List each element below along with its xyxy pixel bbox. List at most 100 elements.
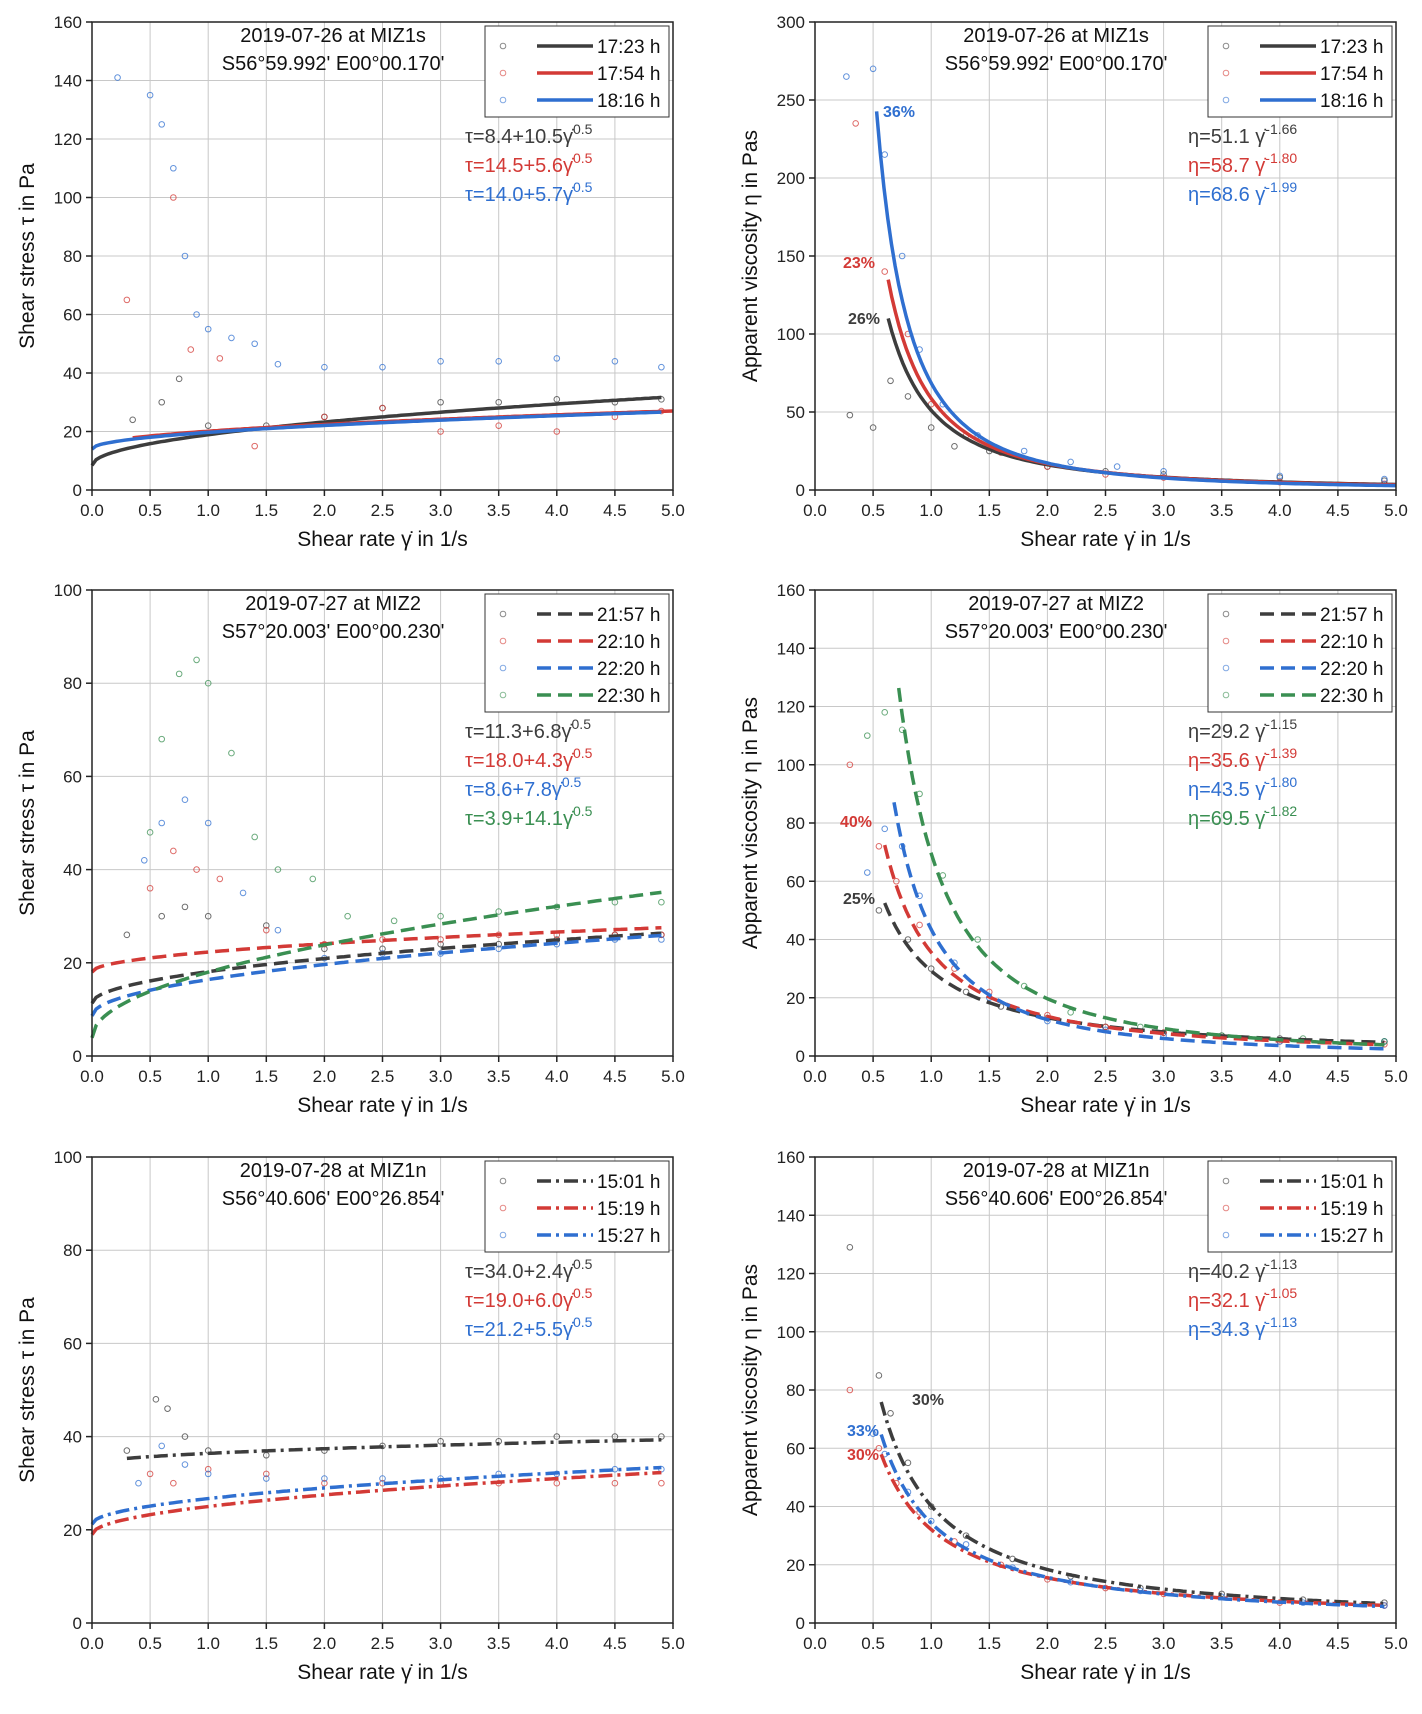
- data-point: [904, 1459, 912, 1467]
- data-point: [658, 898, 665, 906]
- percent-label: 33%: [847, 1423, 879, 1440]
- y-tick-label: 40: [786, 931, 805, 950]
- data-point: [437, 912, 444, 920]
- y-tick-label: 40: [63, 861, 82, 880]
- x-tick-label: 4.5: [1326, 501, 1350, 520]
- y-tick-label: 160: [777, 1148, 805, 1167]
- y-tick-label: 140: [777, 639, 805, 658]
- fit-curve: [879, 1453, 1385, 1608]
- data-point: [658, 363, 665, 371]
- x-tick-label: 2.5: [1094, 501, 1118, 520]
- x-tick-label: 3.0: [1152, 501, 1176, 520]
- fit-curve: [90, 1465, 662, 1526]
- legend-marker: [499, 1231, 507, 1239]
- data-point: [146, 884, 154, 892]
- data-point: [846, 1243, 854, 1251]
- data-point: [869, 1430, 877, 1437]
- y-tick-label: 40: [786, 1498, 805, 1517]
- legend-label: 15:19 h: [1320, 1199, 1383, 1220]
- fit-equation: τ=8.6+7.8γ̇0.5: [465, 774, 582, 801]
- y-tick-label: 100: [777, 1323, 805, 1342]
- fit-equation: τ=3.9+14.1γ̇0.5: [465, 803, 593, 830]
- data-point: [158, 1442, 166, 1450]
- x-tick-label: 3.0: [429, 1067, 453, 1086]
- fit-equation: η=32.1 γ̇-1.05: [1188, 1285, 1297, 1312]
- fit-equation: τ=34.0+2.4γ̇0.5: [465, 1256, 593, 1283]
- x-tick-label: 3.0: [429, 1634, 453, 1653]
- x-tick-label: 1.0: [919, 501, 943, 520]
- legend-label: 15:01 h: [1320, 1172, 1383, 1193]
- data-point: [175, 375, 183, 383]
- x-axis-label: Shear rate γ̇ in 1/s: [297, 528, 467, 551]
- y-tick-label: 140: [54, 72, 82, 91]
- data-point: [852, 120, 859, 127]
- y-tick-label: 0: [796, 1047, 805, 1066]
- legend-label: 21:57 h: [597, 605, 660, 626]
- legend-marker: [499, 96, 507, 104]
- x-tick-label: 0.5: [861, 501, 885, 520]
- data-point: [181, 796, 189, 804]
- data-point: [962, 988, 970, 996]
- x-axis-label: Shear rate γ̇ in 1/s: [297, 1661, 467, 1684]
- x-tick-label: 5.0: [1384, 1634, 1408, 1653]
- data-point: [170, 1479, 177, 1487]
- x-tick-label: 0.5: [138, 1634, 162, 1653]
- y-tick-label: 160: [54, 13, 82, 32]
- legend-label: 15:01 h: [597, 1172, 660, 1193]
- y-tick-label: 20: [786, 989, 805, 1008]
- data-point: [187, 346, 195, 353]
- fit-equation: τ=14.5+5.6γ̇0.5: [465, 150, 593, 177]
- fit-equation: τ=18.0+4.3γ̇0.5: [465, 745, 593, 772]
- legend-label: 17:54 h: [597, 64, 660, 85]
- data-point: [437, 398, 444, 406]
- y-tick-label: 0: [796, 481, 805, 500]
- y-axis-label: Apparent viscosity η in Pas: [739, 697, 762, 949]
- x-tick-label: 1.0: [196, 501, 220, 520]
- data-point: [204, 422, 212, 429]
- x-tick-label: 1.5: [254, 1067, 278, 1086]
- y-tick-label: 100: [54, 189, 82, 208]
- data-point: [114, 74, 121, 81]
- x-tick-label: 0.5: [861, 1634, 885, 1653]
- legend-label: 17:23 h: [597, 37, 660, 58]
- data-point: [158, 735, 166, 743]
- chart-subtitle: S56°59.992' E00°00.170': [945, 53, 1168, 75]
- data-point: [193, 656, 200, 664]
- data-point: [263, 926, 270, 934]
- data-point: [437, 428, 444, 435]
- y-tick-label: 20: [786, 1556, 805, 1575]
- data-point: [887, 1410, 894, 1417]
- fit-equation: η=51.1 γ̇-1.66: [1188, 121, 1297, 148]
- x-tick-label: 5.0: [661, 1067, 685, 1086]
- x-tick-label: 2.5: [371, 1067, 395, 1086]
- data-point: [321, 413, 328, 421]
- data-point: [437, 1437, 444, 1445]
- legend-marker: [499, 1204, 507, 1212]
- fit-equation: η=34.3 γ̇-1.13: [1188, 1314, 1297, 1341]
- fit-equation: τ=14.0+5.7γ̇0.5: [465, 179, 593, 206]
- y-axis-label: Apparent viscosity η in Pas: [739, 130, 762, 382]
- x-tick-label: 2.0: [1036, 1067, 1060, 1086]
- data-point: [181, 903, 189, 911]
- y-tick-label: 80: [63, 247, 82, 266]
- plot-frame: [91, 589, 674, 1057]
- x-tick-label: 3.5: [487, 501, 511, 520]
- y-axis-label: Shear stress τ in Pa: [16, 1297, 39, 1483]
- x-tick-label: 4.0: [545, 1067, 569, 1086]
- y-tick-label: 140: [777, 1206, 805, 1225]
- data-point: [887, 377, 894, 385]
- data-point: [846, 761, 854, 769]
- data-point: [146, 1470, 154, 1478]
- data-point: [146, 829, 154, 836]
- y-tick-label: 60: [786, 1439, 805, 1458]
- x-tick-label: 0.5: [861, 1067, 885, 1086]
- data-point: [611, 358, 619, 365]
- legend-marker: [1222, 691, 1230, 699]
- plot-frame: [814, 1156, 1397, 1624]
- legend-marker: [1222, 1204, 1230, 1212]
- fit-equation: τ=21.2+5.5γ̇0.5: [465, 1314, 593, 1341]
- chart-panel-3a: 0.0 0.5 1.0 1.5 2.0 2.5 3.0 3.5 4.0 4.5 5.0 0 20 40 60…: [16, 1148, 685, 1684]
- fit-curve: [90, 890, 662, 1039]
- legend-marker: [1222, 69, 1230, 77]
